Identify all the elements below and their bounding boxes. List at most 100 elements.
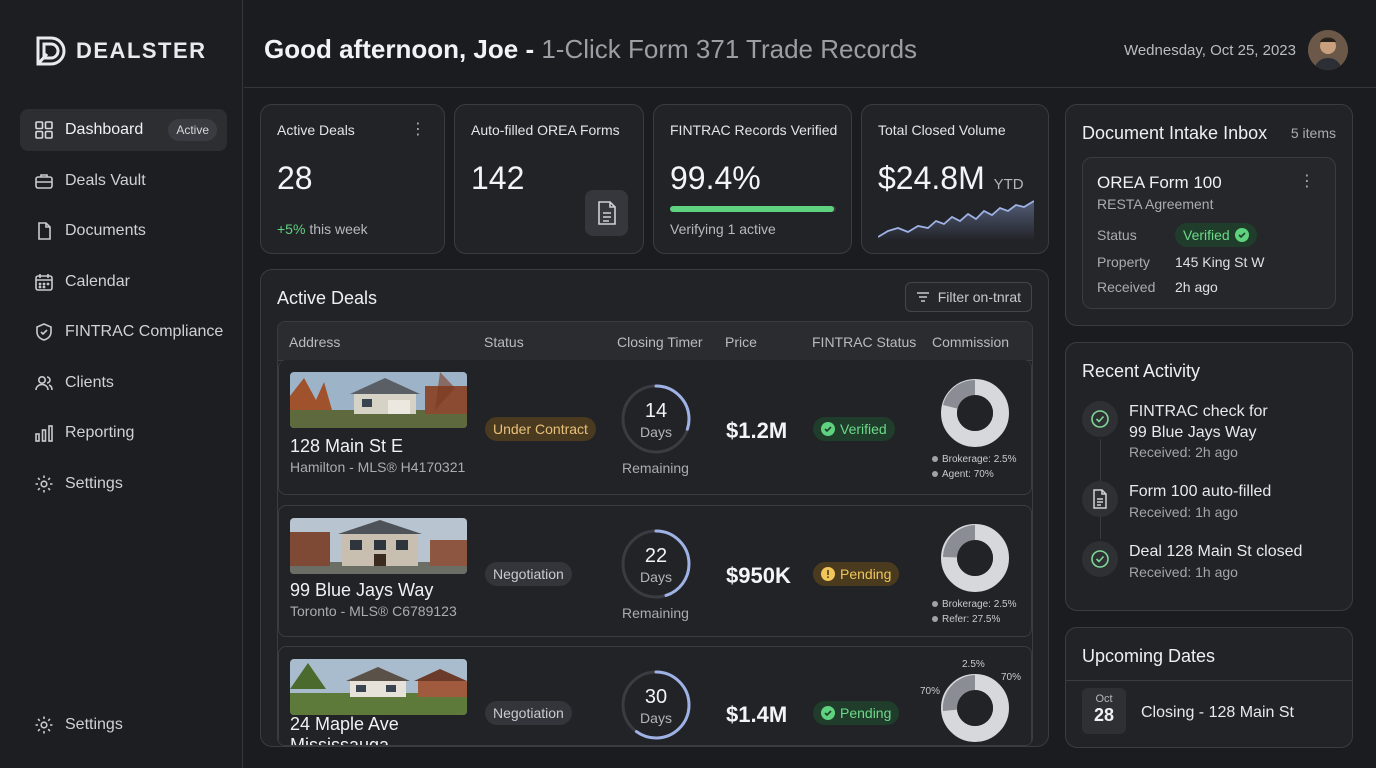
column-header[interactable]: Closing Timer — [617, 334, 703, 350]
document-intake-inbox: Document Intake Inbox 5 items OREA Form … — [1065, 104, 1353, 326]
activity-item[interactable]: Deal 128 Main St closed Received: 1h ago — [1082, 541, 1342, 585]
closing-timer: 30 Days — [619, 668, 693, 742]
legend-label: Agent: 70% — [942, 469, 994, 480]
days-count: 22 — [644, 545, 668, 567]
activity-text: Deal 128 Main St closed — [1129, 543, 1303, 560]
brand-logo[interactable]: DEALSTER — [34, 34, 207, 68]
column-header[interactable]: FINTRAC Status — [812, 334, 917, 350]
sidebar: DEALSTER Dashboard Active Deals Vault Do… — [0, 0, 243, 768]
stat-value-amount: $24.8M — [878, 160, 985, 196]
fintrac-status-badge: Pending — [813, 701, 900, 725]
sidebar-item-fintrac-compliance[interactable]: FINTRAC Compliance — [20, 311, 227, 353]
fintrac-status-label: Pending — [840, 566, 892, 582]
sidebar-item-clients[interactable]: Clients — [20, 362, 227, 404]
calendar-icon — [35, 273, 53, 291]
commission-donut — [941, 674, 1009, 742]
gear-icon — [35, 716, 53, 734]
property-photo — [290, 372, 467, 428]
sidebar-item-settings-bottom[interactable]: Settings — [20, 704, 227, 746]
days-count: 30 — [644, 686, 668, 708]
sidebar-item-dashboard[interactable]: Dashboard Active — [20, 109, 227, 151]
deal-location: Mississauga — [290, 735, 390, 746]
fintrac-status-label: Verified — [840, 421, 887, 437]
brand-name: DEALSTER — [76, 38, 207, 63]
activity-time: Received: 1h ago — [1129, 504, 1238, 520]
stat-card-orea-forms[interactable]: Auto-filled OREA Forms 142 — [454, 104, 644, 254]
legend-label: Brokerage: 2.5% — [942, 454, 1017, 465]
deals-table: Address Status Closing Timer Price FINTR… — [277, 321, 1033, 746]
table-row[interactable]: 99 Blue Jays Way Toronto - MLS® C6789123… — [278, 505, 1032, 637]
days-label: Days — [640, 710, 672, 726]
recent-activity-panel: Recent Activity FINTRAC check for 99 Blue… — [1065, 342, 1353, 611]
check-circle-icon — [821, 422, 835, 436]
more-options-icon[interactable]: ⋮ — [1299, 173, 1315, 190]
sidebar-item-deals-vault[interactable]: Deals Vault — [20, 160, 227, 202]
stat-card-closed-volume[interactable]: Total Closed Volume $24.8M YTD — [861, 104, 1049, 254]
stat-title: Auto-filled OREA Forms — [471, 122, 620, 138]
commission-legend: Brokerage: 2.5% Agent: 70% — [932, 452, 1017, 482]
deal-address[interactable]: 99 Blue Jays Way — [290, 580, 434, 600]
deal-address[interactable]: 24 Maple Ave — [290, 714, 399, 734]
table-row[interactable]: 128 Main St E Hamilton - MLS® H4170321 U… — [278, 360, 1032, 495]
stat-card-active-deals[interactable]: Active Deals ⋮ 28 +5% this week — [260, 104, 445, 254]
section-title: Active Deals — [277, 288, 378, 308]
legend-label: Refer: 27.5% — [942, 614, 1001, 625]
users-icon — [35, 375, 53, 390]
more-options-icon[interactable]: ⋮ — [410, 121, 426, 138]
activity-item[interactable]: FINTRAC check for 99 Blue Jays Way Receiv… — [1082, 401, 1342, 465]
document-icon — [1082, 481, 1118, 517]
stat-delta-label: this week — [309, 221, 368, 237]
check-circle-icon — [1234, 228, 1249, 242]
closing-timer: 14 Days — [619, 382, 693, 456]
sparkline — [878, 200, 1034, 241]
legend-item: Brokerage: 2.5% — [932, 452, 1017, 467]
sidebar-item-documents[interactable]: Documents — [20, 210, 227, 252]
active-deals-panel: Active Deals Filter on-tnrat Address Sta… — [260, 269, 1049, 747]
deal-price: $1.2M — [726, 418, 788, 443]
activity-text: FINTRAC check for 99 Blue Jays Way — [1129, 401, 1268, 443]
sidebar-item-settings[interactable]: Settings — [20, 463, 227, 505]
stat-card-fintrac-verified[interactable]: FINTRAC Records Verified 99.4% Verifying… — [653, 104, 852, 254]
deal-address[interactable]: 128 Main St E — [290, 436, 404, 456]
sidebar-item-label: Settings — [65, 474, 123, 492]
form-document-icon — [585, 190, 628, 236]
table-row[interactable]: 24 Maple Ave Mississauga Negotiation 30 … — [278, 646, 1032, 746]
donut-label: 70% — [920, 686, 941, 697]
sidebar-item-reporting[interactable]: Reporting — [20, 412, 227, 454]
sidebar-item-label: Documents — [65, 222, 146, 239]
property-photo — [290, 518, 467, 574]
avatar[interactable] — [1308, 30, 1348, 70]
page-header: Good afternoon, Joe - 1-Click Form 371 T… — [244, 0, 1376, 88]
logo-icon — [36, 36, 66, 66]
event-label[interactable]: Closing - 128 Main St — [1141, 704, 1294, 721]
legend-label: Brokerage: 2.5% — [942, 599, 1017, 610]
stat-title: Active Deals — [277, 122, 355, 138]
status-label: Status — [1097, 227, 1137, 243]
sidebar-item-calendar[interactable]: Calendar — [20, 261, 227, 303]
document-icon — [38, 222, 51, 240]
sidebar-item-label: FINTRAC Compliance — [65, 323, 224, 340]
fintrac-status-badge: Verified — [813, 417, 895, 441]
column-header[interactable]: Price — [725, 334, 757, 350]
activity-time: Received: 2h ago — [1129, 444, 1238, 460]
activity-line: FINTRAC check for — [1129, 403, 1268, 420]
stat-title: Total Closed Volume — [878, 122, 1006, 138]
deal-location: Toronto - MLS® C6789123 — [290, 603, 457, 619]
stat-unit: YTD — [993, 176, 1024, 193]
days-label: Days — [640, 424, 672, 440]
column-header[interactable]: Address — [289, 334, 341, 350]
filter-button[interactable]: Filter on-tnrat — [904, 282, 1032, 312]
status-badge: Under Contract — [485, 417, 596, 441]
sidebar-item-label: Deals Vault — [65, 171, 146, 189]
inbox-document-card[interactable]: OREA Form 100 ⋮ RESTA Agreement Status V… — [1082, 157, 1336, 309]
upcoming-dates-panel: Upcoming Dates Oct 28 Closing - 128 Main… — [1065, 627, 1353, 748]
active-badge: Active — [168, 119, 217, 141]
activity-item[interactable]: Form 100 auto-filled Received: 1h ago — [1082, 481, 1342, 525]
closing-timer: 22 Days — [619, 527, 693, 601]
grid-icon — [35, 121, 53, 139]
stat-title: FINTRAC Records Verified — [670, 122, 838, 138]
column-header[interactable]: Commission — [932, 334, 1010, 350]
column-header[interactable]: Status — [484, 334, 524, 350]
progress-fill — [670, 206, 835, 212]
greeting: Good afternoon, Joe - — [264, 34, 535, 64]
